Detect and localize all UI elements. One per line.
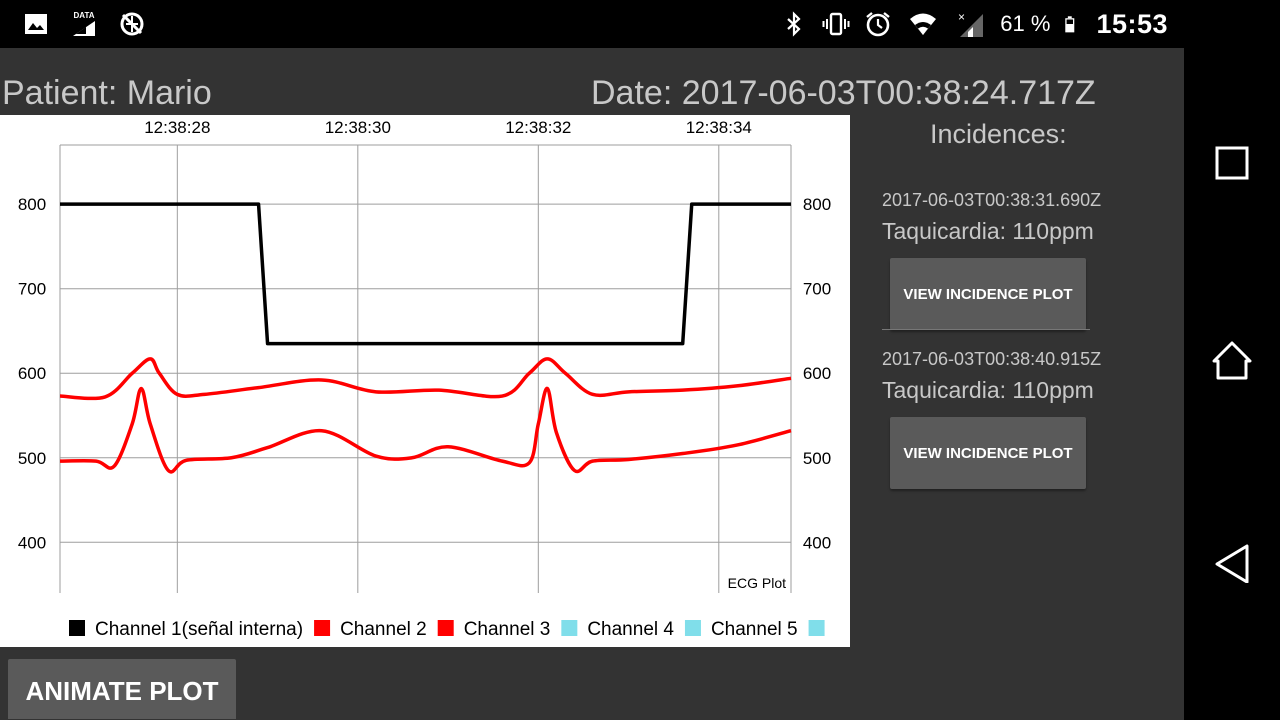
chart-description: ECG Plot [728, 575, 786, 591]
navigation-bar [1184, 0, 1280, 720]
back-icon[interactable] [1212, 543, 1252, 583]
incidence-date: 2017-06-03T00:38:40.915Z [882, 349, 1102, 369]
signal-icon: × [958, 10, 984, 37]
incidence-description: Taquicardia: 110ppm [882, 218, 1094, 244]
clock: 15:53 [1096, 8, 1168, 39]
x-tick-label: 12:38:28 [144, 118, 210, 137]
legend-swatch [684, 620, 701, 636]
recent-apps-icon[interactable] [1212, 143, 1252, 183]
y-tick-label-right: 700 [803, 280, 831, 299]
x-tick-label: 12:38:34 [686, 118, 752, 137]
y-tick-label-left: 700 [18, 280, 46, 299]
vpn-off-icon [120, 12, 144, 36]
incidence-divider [882, 329, 1090, 330]
series-line-2 [59, 357, 792, 401]
y-tick-label-left: 400 [18, 533, 46, 552]
y-tick-label-left: 600 [18, 364, 46, 383]
incidences-title: Incidences: [930, 119, 1067, 149]
legend-swatch [561, 620, 578, 636]
view-incidence-plot-button[interactable]: VIEW INCIDENCE PLOT [890, 258, 1086, 330]
legend-label: Channel 1(señal interna) [95, 619, 303, 640]
svg-text:×: × [958, 10, 965, 24]
x-tick-label: 12:38:32 [505, 118, 571, 137]
battery-percentage: 61 % [1000, 11, 1051, 36]
view-incidence-plot-button[interactable]: VIEW INCIDENCE PLOT [890, 417, 1086, 489]
legend-label: Channel 3 [464, 619, 551, 640]
x-tick-label: 12:38:30 [325, 118, 391, 137]
wifi-icon [910, 13, 937, 35]
legend-swatch [314, 620, 331, 636]
legend-swatch [808, 620, 825, 636]
data-badge: DATA [73, 11, 94, 20]
legend-swatch [69, 620, 85, 636]
main-content: Patient: Mario Date: 2017-06-03T00:38:24… [0, 48, 1184, 720]
series-line-1 [60, 202, 791, 346]
incidence-date: 2017-06-03T00:38:31.690Z [882, 190, 1102, 210]
y-tick-label-right: 600 [803, 364, 831, 383]
incidence-description: Taquicardia: 110ppm [882, 377, 1094, 403]
battery-icon [1065, 16, 1075, 33]
y-tick-label-right: 500 [803, 449, 831, 468]
series-line-3 [59, 386, 792, 474]
animate-plot-button[interactable]: ANIMATE PLOT [8, 659, 236, 719]
y-tick-label-right: 400 [803, 533, 831, 552]
data-saver-icon: DATA [73, 11, 95, 36]
session-date: Date: 2017-06-03T00:38:24.717Z [591, 74, 1096, 112]
legend-swatch [437, 620, 454, 636]
ecg-plot-panel[interactable]: 12:38:28 12:38:30 12:38:32 12:38:34 800 800 70… [0, 115, 850, 647]
image-icon [25, 14, 47, 34]
home-icon[interactable] [1212, 340, 1252, 380]
ecg-chart[interactable]: 12:38:28 12:38:30 12:38:32 12:38:34 800 800 70… [0, 115, 850, 647]
y-tick-label-right: 800 [803, 195, 831, 214]
y-tick-label-left: 800 [18, 195, 46, 214]
alarm-icon [866, 12, 891, 37]
bluetooth-icon [787, 11, 801, 37]
status-bar: DATA [0, 0, 1184, 48]
legend-label: Channel 5 [711, 619, 798, 640]
vibrate-icon [822, 12, 850, 36]
patient-name: Patient: Mario [2, 74, 212, 112]
legend-label: Channel 2 [340, 619, 427, 640]
y-tick-label-left: 500 [18, 449, 46, 468]
legend-label: Channel 4 [587, 619, 674, 640]
